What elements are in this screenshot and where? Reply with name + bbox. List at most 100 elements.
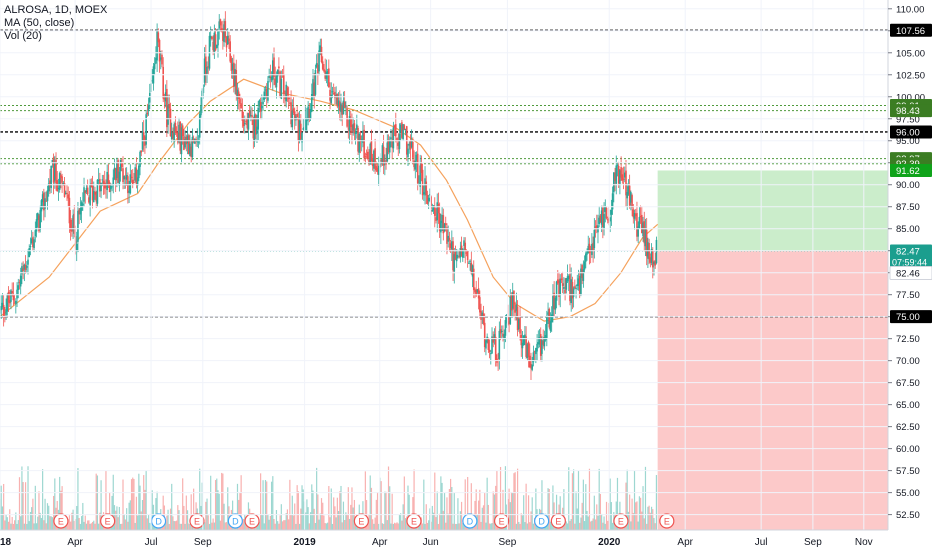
volume-bar bbox=[579, 522, 581, 530]
candle-body bbox=[435, 217, 437, 221]
volume-bar bbox=[137, 515, 139, 530]
volume-bar bbox=[512, 492, 514, 530]
volume-bar bbox=[340, 485, 342, 530]
candle-body bbox=[491, 336, 493, 354]
volume-bar bbox=[269, 515, 271, 530]
volume-bar bbox=[284, 520, 286, 530]
legend-ma[interactable]: MA (50, close) bbox=[4, 17, 75, 29]
candle-body bbox=[83, 187, 85, 202]
candle-body bbox=[594, 226, 597, 229]
candle-body bbox=[102, 180, 105, 185]
candle-body bbox=[359, 135, 362, 142]
volume-bar bbox=[313, 508, 315, 530]
candle-body bbox=[650, 248, 653, 263]
volume-bar bbox=[462, 523, 464, 530]
volume-bar bbox=[370, 487, 373, 530]
volume-bar bbox=[574, 523, 576, 530]
volume-bar bbox=[72, 509, 74, 530]
volume-bar bbox=[581, 502, 583, 530]
candle-body bbox=[627, 186, 630, 195]
volume-bar bbox=[70, 521, 72, 530]
volume-bar bbox=[288, 519, 290, 530]
volume-bar bbox=[496, 470, 498, 530]
volume-bar bbox=[508, 488, 510, 530]
volume-bar bbox=[339, 491, 341, 530]
volume-bar bbox=[480, 521, 482, 530]
volume-bar bbox=[345, 512, 347, 530]
candle-body bbox=[553, 292, 555, 309]
candle-body bbox=[58, 173, 61, 190]
candle-body bbox=[264, 89, 267, 91]
candle-body bbox=[547, 312, 549, 315]
volume-bar bbox=[224, 522, 226, 530]
candle-body bbox=[425, 181, 428, 196]
volume-bar bbox=[393, 522, 396, 530]
event-marker bbox=[53, 513, 69, 529]
candle-body bbox=[35, 219, 38, 232]
legend-symbol[interactable]: ALROSA, 1D, MOEX bbox=[4, 4, 108, 16]
candle-body bbox=[426, 194, 429, 204]
candle-body bbox=[370, 140, 373, 161]
volume-bar bbox=[218, 493, 220, 530]
current-price-badge bbox=[890, 244, 932, 269]
volume-bar bbox=[129, 500, 131, 530]
time-tick-label: 2020 bbox=[598, 537, 621, 548]
volume-bar bbox=[565, 521, 567, 530]
candle-body bbox=[610, 209, 613, 215]
candle-body bbox=[388, 140, 391, 153]
candle-body bbox=[550, 314, 553, 323]
candle-body bbox=[352, 124, 354, 131]
candle-body bbox=[387, 139, 390, 153]
candle-body bbox=[55, 159, 57, 184]
candle-body bbox=[555, 281, 558, 301]
event-marker-label: E bbox=[411, 517, 417, 527]
volume-bar bbox=[281, 521, 284, 530]
volume-bar bbox=[76, 506, 78, 530]
position-zones bbox=[657, 170, 888, 530]
candle-body bbox=[354, 131, 357, 134]
candle-body bbox=[341, 105, 344, 115]
candle-body bbox=[587, 245, 590, 254]
volume-bar bbox=[166, 515, 168, 530]
volume-bar bbox=[547, 488, 549, 530]
volume-bar bbox=[519, 523, 521, 530]
event-marker-label: D bbox=[467, 517, 474, 527]
target-badge bbox=[890, 163, 932, 177]
candle-body bbox=[470, 262, 473, 274]
volume-bar bbox=[609, 478, 611, 530]
candle-body bbox=[208, 35, 211, 69]
candle-body bbox=[639, 215, 642, 217]
volume-bar bbox=[576, 508, 578, 530]
volume-bar bbox=[352, 507, 354, 530]
price-tick-label: 60.00 bbox=[896, 444, 920, 455]
candle-body bbox=[535, 348, 537, 355]
candle-body bbox=[622, 178, 625, 180]
volume-bar bbox=[569, 520, 571, 530]
candle-body bbox=[330, 94, 333, 103]
candle-body bbox=[225, 36, 228, 48]
volume-bar bbox=[383, 523, 385, 530]
candle-body bbox=[57, 187, 60, 190]
candle-body bbox=[201, 90, 203, 105]
volume-bar bbox=[266, 481, 268, 530]
candle-body bbox=[369, 143, 372, 165]
price-tick-label: 105.00 bbox=[896, 48, 925, 59]
candle-body bbox=[215, 44, 218, 48]
candle-body bbox=[366, 151, 369, 159]
candle-body bbox=[447, 235, 449, 242]
volume-bar bbox=[240, 475, 242, 530]
volume-bar bbox=[571, 473, 574, 530]
candle-body bbox=[631, 195, 633, 208]
volume-bar bbox=[169, 508, 172, 530]
candle-body bbox=[236, 89, 239, 99]
volume-bar bbox=[499, 466, 502, 530]
candle-body bbox=[95, 191, 98, 202]
legend-volume[interactable]: Vol (20) bbox=[4, 30, 42, 42]
candle-body bbox=[205, 56, 207, 75]
candle-body bbox=[145, 114, 147, 145]
candle-body bbox=[301, 132, 303, 143]
candle-body bbox=[18, 282, 21, 284]
candle-body bbox=[217, 31, 219, 46]
